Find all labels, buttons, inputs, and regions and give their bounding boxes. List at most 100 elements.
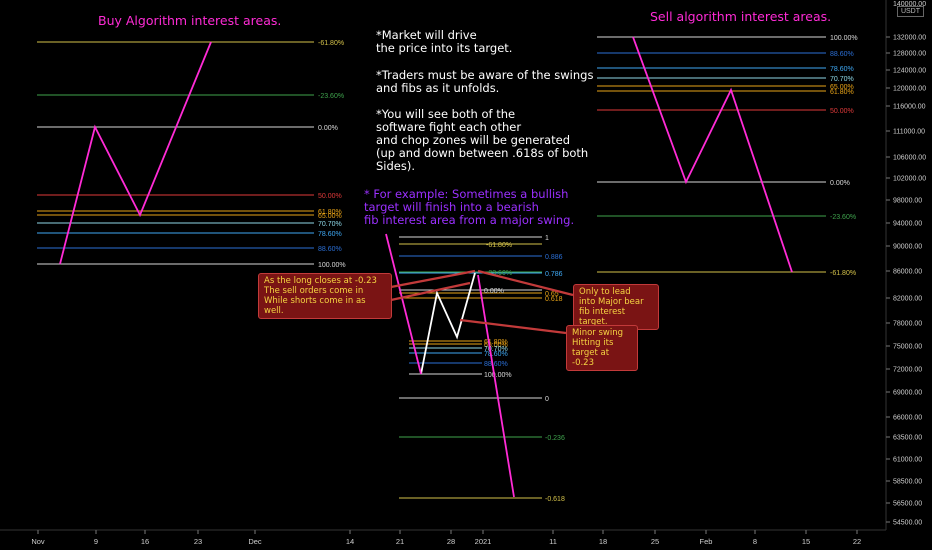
fib-label-middle-lower-8: -0.618 — [545, 496, 565, 503]
middle-drop-path — [477, 274, 515, 498]
middle-entry-path — [385, 233, 422, 375]
fib-label-middle-top-5: 0.65 — [545, 291, 559, 298]
time-tick-label-8: 2021 — [475, 537, 492, 546]
note-chop-zones: *You will see both of the software fight… — [376, 107, 589, 173]
price-tick-label-12: 82000.00 — [893, 296, 922, 303]
fib-label-middle-lower-6: 0 — [545, 396, 549, 403]
fib-label-buy-8: 88.60% — [318, 246, 342, 253]
fib-label-sell-1: 88.60% — [830, 51, 854, 58]
time-tick-label-12: Feb — [700, 537, 713, 546]
price-tick-label-2: 124000.00 — [893, 68, 926, 75]
time-tick-label-6: 21 — [396, 537, 404, 546]
price-axis: 132000.00 128000.00 124000.00 120000.00 1160… — [885, 0, 926, 530]
time-tick-label-15: 22 — [853, 537, 861, 546]
time-tick-label-10: 18 — [599, 537, 607, 546]
time-tick-label-4: Dec — [248, 537, 262, 546]
note-example: * For example: Sometimes a bullish targe… — [364, 187, 575, 227]
time-tick-label-3: 23 — [194, 537, 202, 546]
callout-major-bear: Only to lead into Major bear fib interes… — [573, 284, 659, 330]
fib-label-buy-5: 65.00% — [318, 213, 342, 220]
time-tick-label-2: 16 — [141, 537, 149, 546]
fib-label-sell-7: 0.00% — [830, 180, 850, 187]
connector-2 — [477, 269, 574, 297]
connector-0 — [390, 269, 476, 289]
price-tick-label-11: 86000.00 — [893, 269, 922, 276]
fib-label-middle-top-0: 1 — [545, 235, 549, 242]
callout-minor-swing: Minor swing Hitting its target at -0.23 — [566, 325, 638, 371]
price-tick-label-19: 61000.00 — [893, 457, 922, 464]
fib-label-middle-lower-1: 65.00% — [484, 342, 508, 349]
callout-long-closes: As the long closes at -0.23 The sell ord… — [258, 273, 392, 319]
time-tick-label-7: 28 — [447, 537, 455, 546]
price-tick-label-13: 78000.00 — [893, 321, 922, 328]
buy-path — [59, 41, 212, 265]
sell-path — [632, 36, 793, 273]
price-tick-label-8: 98000.00 — [893, 198, 922, 205]
fib-label-middle-lower-0: 61.80% — [484, 339, 508, 346]
fib-label-sell-3: 70.70% — [830, 76, 854, 83]
price-tick-label-1: 128000.00 — [893, 51, 926, 58]
price-tick-label-top: 140000.00 — [893, 1, 926, 8]
fib-label-buy-0: -61.80% — [318, 40, 344, 47]
callout-connectors — [390, 269, 574, 335]
price-tick-label-18: 63500.00 — [893, 435, 922, 442]
time-tick-label-1: 9 — [94, 537, 98, 546]
price-tick-label-4: 116000.00 — [893, 104, 926, 111]
time-tick-label-11: 25 — [651, 537, 659, 546]
price-tick-label-21: 56500.00 — [893, 501, 922, 508]
fib-label-middle-lower-4: 88.60% — [484, 361, 508, 368]
note-swings: *Traders must be aware of the swings and… — [376, 68, 594, 95]
time-tick-label-0: Nov — [31, 537, 45, 546]
fib-label-sell-4: 65.00% — [830, 84, 854, 91]
price-tick-label-0: 132000.00 — [893, 35, 926, 42]
fib-label-sell-9: -61.80% — [830, 270, 856, 277]
price-tick-label-9: 94000.00 — [893, 221, 922, 228]
fib-label-middle-top-4: 0.786 — [545, 271, 563, 278]
fib-label-buy-1: -23.60% — [318, 93, 344, 100]
price-tick-label-10: 90000.00 — [893, 244, 922, 251]
connector-3 — [459, 318, 567, 335]
price-tick-label-7: 102000.00 — [893, 176, 926, 183]
price-tick-label-5: 111000.00 — [893, 129, 925, 136]
fib-labels: -61.80%-23.60%0.00%50.00%61.80%65.00%70.… — [318, 35, 858, 503]
price-tick-label-16: 69000.00 — [893, 390, 922, 397]
buy-title: Buy Algorithm interest areas. — [98, 13, 282, 28]
price-tick-label-17: 66000.00 — [893, 415, 922, 422]
price-tick-label-15: 72000.00 — [893, 367, 922, 374]
connector-1 — [390, 281, 471, 302]
fib-label-middle-top-3: -23.60% — [486, 270, 512, 277]
price-paths — [59, 36, 793, 498]
fib-label-middle-top-6: 0.00% — [484, 288, 504, 295]
price-tick-label-3: 120000.00 — [893, 86, 926, 93]
fib-label-sell-0: 100.00% — [830, 35, 858, 42]
time-axis: Nov 9 16 23 Dec 14 21 28 2021 11 18 25 Feb 8 15 22 — [0, 529, 886, 546]
fib-label-buy-3: 50.00% — [318, 193, 342, 200]
fib-label-sell-2: 78.60% — [830, 66, 854, 73]
fib-label-buy-2: 0.00% — [318, 125, 338, 132]
middle-white-path — [420, 272, 476, 375]
time-tick-label-5: 14 — [346, 537, 354, 546]
time-tick-label-13: 8 — [753, 537, 757, 546]
sell-title: Sell algorithm interest areas. — [650, 9, 832, 24]
fib-label-middle-lower-7: -0.236 — [545, 435, 565, 442]
fib-label-middle-lower-5: 100.00% — [484, 372, 512, 379]
fib-lines — [37, 36, 826, 499]
fib-label-sell-6: 50.00% — [830, 108, 854, 115]
fib-label-middle-top-2: 0.886 — [545, 254, 563, 261]
fib-label-sell-8: -23.60% — [830, 214, 856, 221]
note-market-target: *Market will drive the price into its ta… — [376, 28, 513, 55]
price-tick-label-20: 58500.00 — [893, 479, 922, 486]
fib-label-middle-top-7: 0.618 — [545, 296, 563, 303]
fib-label-middle-lower-3: 78.60% — [484, 351, 508, 358]
price-tick-label-6: 106000.00 — [893, 155, 926, 162]
fib-label-buy-4: 61.80% — [318, 209, 342, 216]
fib-label-sell-5: 61.80% — [830, 89, 854, 96]
price-tick-label-14: 75000.00 — [893, 344, 922, 351]
symbol-badge: USDT — [896, 6, 924, 17]
time-tick-label-9: 11 — [549, 537, 557, 546]
fib-label-buy-6: 70.70% — [318, 221, 342, 228]
fib-label-buy-7: 78.60% — [318, 231, 342, 238]
time-tick-label-14: 15 — [802, 537, 810, 546]
price-tick-label-22: 54500.00 — [893, 520, 922, 527]
